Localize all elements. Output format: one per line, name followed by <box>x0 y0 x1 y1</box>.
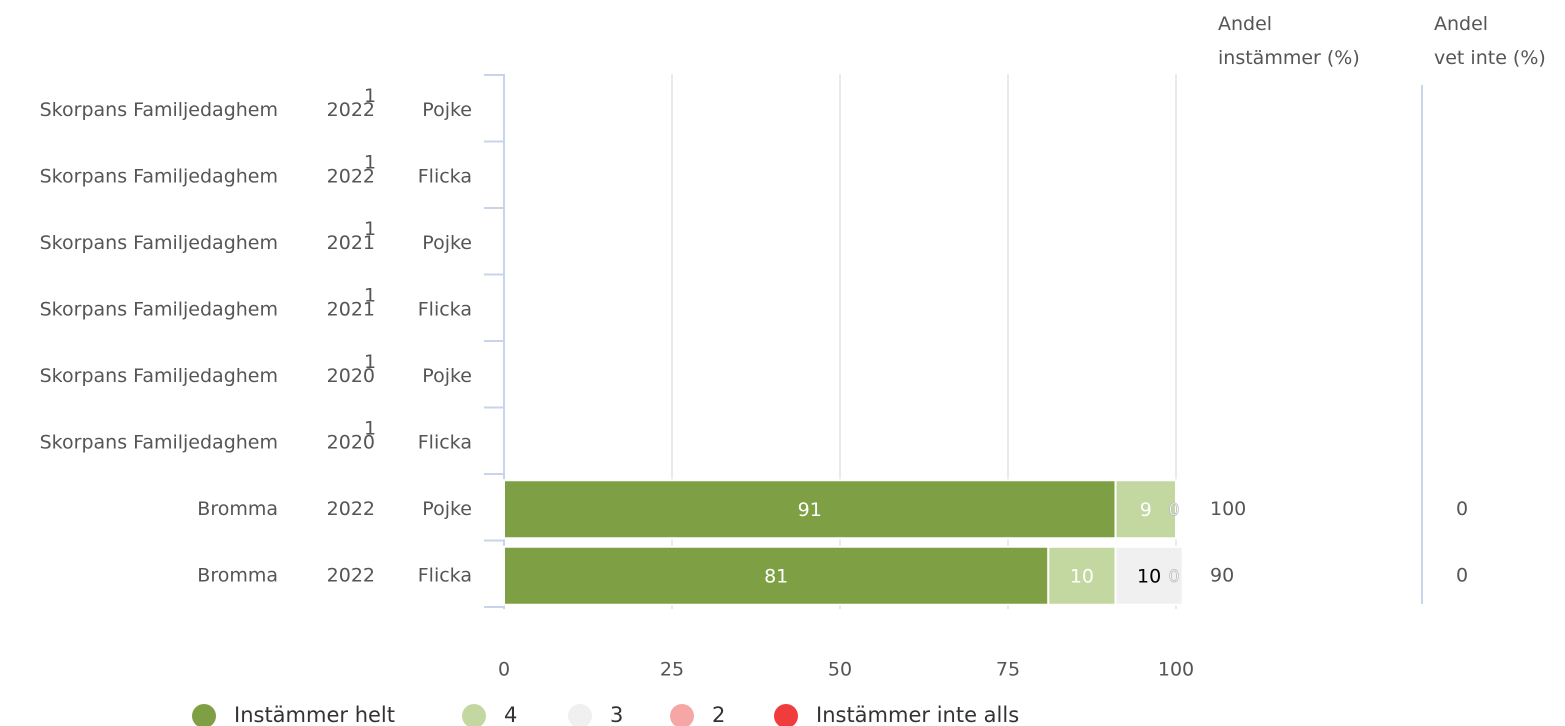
andel-vet-inte-value: 0 <box>1456 498 1468 520</box>
column-headers: Andel instämmer (%) Andel vet inte (%) <box>1218 13 1546 69</box>
andel-instammer-value: 100 <box>1210 498 1246 520</box>
x-tick-label: 0 <box>498 659 510 681</box>
legend: Instämmer helt 4 3 2 Instämmer inte alls <box>192 703 1019 726</box>
row-year-label: 2022 <box>327 165 375 187</box>
row-unit-label: Skorpans Familjedaghem <box>40 431 278 453</box>
x-tick-labels: 0 25 50 75 100 <box>498 659 1194 681</box>
row-year-label: 2022 <box>327 99 375 121</box>
row-unit-label: Bromma <box>197 564 278 586</box>
row-gender-label: Flicka <box>418 564 472 586</box>
bar-data-label: 0 <box>1169 567 1180 587</box>
bar-segment <box>1114 545 1184 606</box>
bar-segment <box>503 545 1050 606</box>
row-year-label: 2020 <box>327 365 375 387</box>
bar-segment <box>1114 479 1178 540</box>
bar-data-label: 0 <box>1169 500 1180 520</box>
legend-label: Instämmer inte alls <box>816 703 1019 726</box>
row-gender-label: Flicka <box>418 298 472 320</box>
row-footnote: 1 <box>364 417 376 439</box>
row-year-label: 2021 <box>327 232 375 254</box>
bar-data-label: 10 <box>1137 565 1161 587</box>
row-gender-label: Flicka <box>418 431 472 453</box>
header-andel-vet-inte-line1: Andel <box>1434 13 1488 35</box>
bar-data-label: 9 <box>1140 499 1152 521</box>
row-footnote: 1 <box>364 85 376 107</box>
bar-data-label: 91 <box>798 499 822 521</box>
row-unit-label: Skorpans Familjedaghem <box>40 298 278 320</box>
row-gender-label: Pojke <box>422 232 472 254</box>
row-unit-label: Skorpans Familjedaghem <box>40 99 278 121</box>
row-unit-label: Skorpans Familjedaghem <box>40 165 278 187</box>
legend-swatch <box>670 704 694 726</box>
summary-columns: 100 0 90 0 <box>1210 498 1468 587</box>
header-andel-vet-inte-line2: vet inte (%) <box>1434 47 1546 69</box>
bar-data-label: 10 <box>1070 565 1094 587</box>
x-tick-label: 50 <box>828 659 852 681</box>
row-gender-label: Pojke <box>422 99 472 121</box>
andel-vet-inte-value: 0 <box>1456 564 1468 586</box>
bar-segment <box>503 479 1117 540</box>
legend-swatch <box>192 704 216 726</box>
bar-data-label: 81 <box>764 565 788 587</box>
row-year-label: 2022 <box>327 498 375 520</box>
row-footnote: 1 <box>364 151 376 173</box>
legend-swatch <box>568 704 592 726</box>
row-gender-label: Pojke <box>422 365 472 387</box>
header-andel-instammer-line1: Andel <box>1218 13 1272 35</box>
legend-label: Instämmer helt <box>234 703 395 726</box>
legend-label: 4 <box>504 703 517 726</box>
x-tick-label: 25 <box>660 659 684 681</box>
andel-instammer-value: 90 <box>1210 564 1234 586</box>
row-year-label: 2022 <box>327 564 375 586</box>
row-unit-label: Skorpans Familjedaghem <box>40 232 278 254</box>
row-labels: Skorpans Familjedaghem 20221PojkeSkorpans… <box>40 85 472 587</box>
bar-segment <box>1047 545 1117 606</box>
row-footnote: 1 <box>364 218 376 240</box>
row-gender-label: Flicka <box>418 165 472 187</box>
x-tick-label: 100 <box>1158 659 1194 681</box>
category-axis <box>484 74 505 609</box>
legend-label: 2 <box>712 703 725 726</box>
legend-label: 3 <box>610 703 623 726</box>
row-unit-label: Skorpans Familjedaghem <box>40 365 278 387</box>
legend-swatch <box>774 704 798 726</box>
row-unit-label: Bromma <box>197 498 278 520</box>
row-year-label: 2020 <box>327 431 375 453</box>
row-footnote: 1 <box>364 351 376 373</box>
bars: 91 9 081 10 10 0 <box>503 479 1184 606</box>
row-year-label: 2021 <box>327 298 375 320</box>
legend-swatch <box>462 704 486 726</box>
header-andel-instammer-line2: instämmer (%) <box>1218 47 1360 69</box>
x-tick-label: 75 <box>996 659 1020 681</box>
row-footnote: 1 <box>364 284 376 306</box>
row-gender-label: Pojke <box>422 498 472 520</box>
